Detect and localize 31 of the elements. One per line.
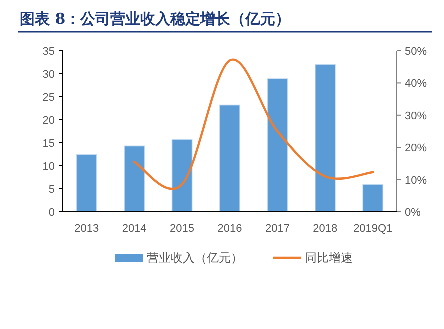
y2-tick-label: 50% bbox=[405, 46, 428, 58]
y-tick-label: 25 bbox=[42, 92, 55, 104]
y2-tick-label: 40% bbox=[405, 78, 428, 90]
bar bbox=[172, 139, 193, 212]
y2-tick-label: 10% bbox=[405, 174, 428, 187]
bar bbox=[220, 104, 240, 212]
y2-tick-label: 0% bbox=[405, 207, 422, 219]
x-tick-label: 2018 bbox=[313, 223, 338, 235]
y-tick-label: 35 bbox=[42, 46, 55, 58]
y-tick-label: 20 bbox=[42, 115, 55, 127]
x-tick-label: 2015 bbox=[170, 223, 195, 235]
y-tick-label: 10 bbox=[42, 161, 55, 173]
chart-title: 图表 8：公司营业收入稳定增长（亿元） bbox=[20, 10, 291, 28]
y-tick-label: 30 bbox=[42, 69, 55, 81]
x-tick-label: 2019Q1 bbox=[354, 223, 393, 235]
y-tick-label: 0 bbox=[48, 207, 55, 219]
legend-label: 同比增速 bbox=[305, 251, 353, 265]
bar bbox=[315, 64, 336, 212]
y-tick-label: 5 bbox=[48, 184, 55, 196]
bar bbox=[267, 78, 288, 212]
bar bbox=[124, 146, 145, 212]
x-tick-label: 2016 bbox=[218, 223, 242, 235]
y-tick-label: 15 bbox=[42, 138, 55, 150]
bar bbox=[362, 184, 384, 212]
legend-label: 营业收入（亿元） bbox=[147, 251, 243, 265]
x-tick-label: 2014 bbox=[122, 223, 147, 235]
bar bbox=[76, 154, 98, 212]
x-tick-label: 2017 bbox=[265, 223, 290, 235]
y2-tick-label: 30% bbox=[405, 110, 428, 122]
x-tick-label: 2013 bbox=[74, 223, 100, 235]
y2-tick-label: 20% bbox=[405, 142, 428, 155]
